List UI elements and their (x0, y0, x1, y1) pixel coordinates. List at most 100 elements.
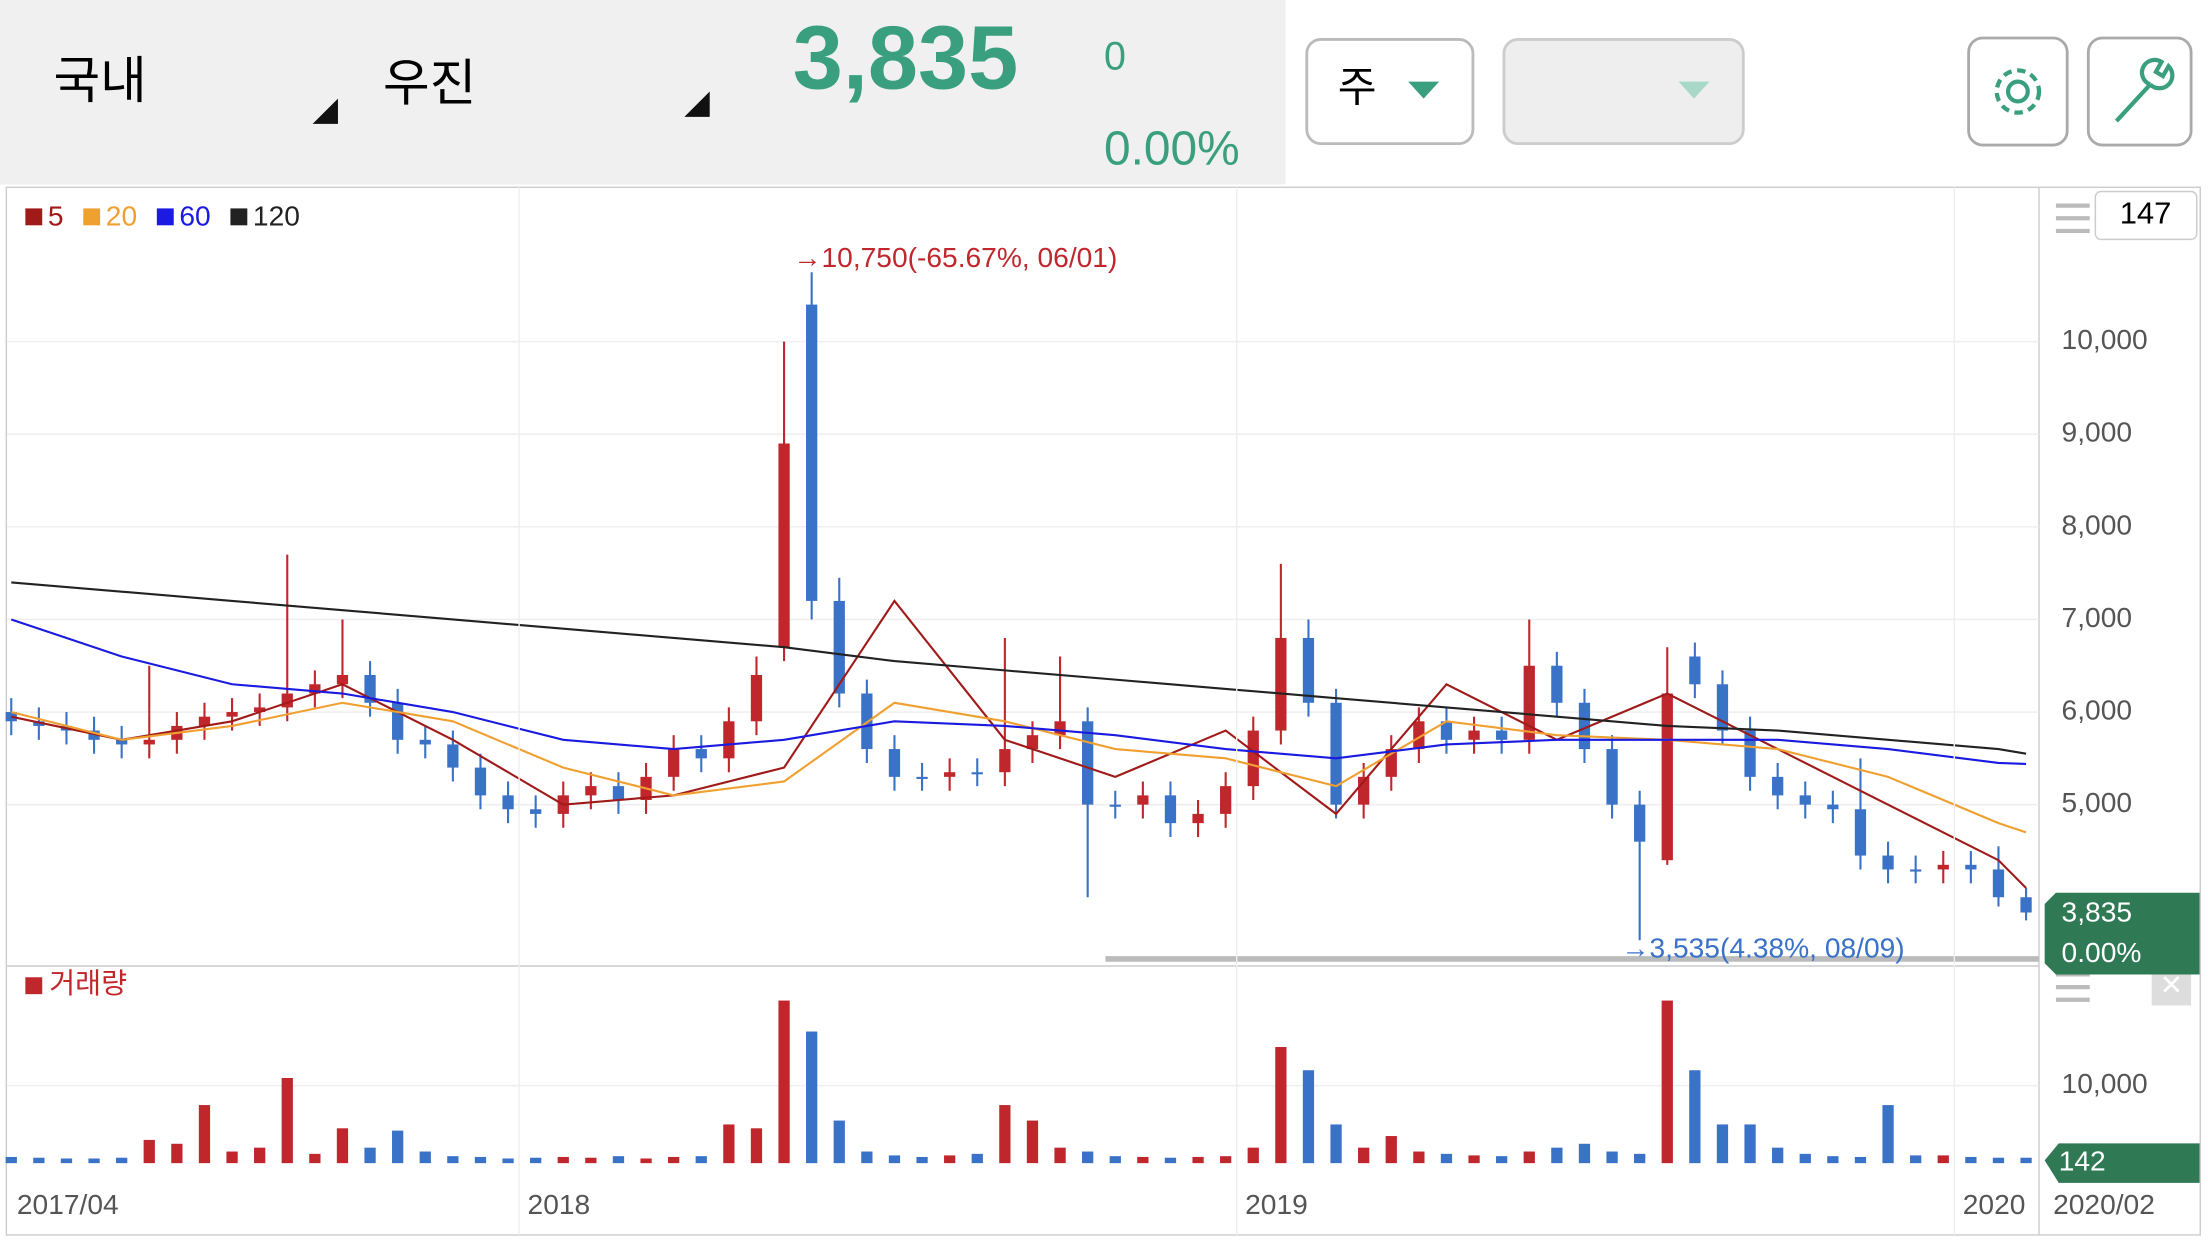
volume-bar (806, 1031, 818, 1164)
volume-bar (502, 1158, 514, 1164)
volume-bar (1716, 1124, 1729, 1164)
legend-swatch (230, 208, 248, 226)
volume-bar (309, 1153, 321, 1164)
candle-body (1247, 730, 1259, 787)
candle-body (1937, 864, 1949, 870)
volume-bar (861, 1151, 873, 1164)
volume-bar (1192, 1156, 1204, 1164)
close-button[interactable] (2151, 968, 2192, 1006)
y-tick-label: 9,000 (2062, 417, 2132, 448)
candle-body (502, 795, 514, 810)
volume-bar (1772, 1147, 1784, 1164)
menu-icon[interactable] (2055, 203, 2090, 234)
volume-bar (1302, 1070, 1315, 1164)
candle-body (33, 721, 45, 726)
candle-body (1910, 869, 1922, 872)
candle-body (474, 767, 487, 796)
legend-label: 20 (106, 201, 137, 232)
volume-bar (2020, 1157, 2032, 1164)
candle-body (668, 749, 680, 777)
candle-body (1137, 795, 1149, 805)
volume-bar (585, 1157, 597, 1164)
volume-bar (557, 1156, 569, 1164)
gear-icon (1994, 68, 2042, 115)
volume-bar (888, 1155, 901, 1164)
candle-body (336, 674, 349, 685)
candle-body (1082, 721, 1094, 805)
volume-bar (695, 1156, 707, 1164)
volume-bar (1468, 1155, 1480, 1164)
volume-bar (944, 1155, 956, 1164)
stock-name[interactable]: 우진 (383, 55, 476, 112)
volume-bar (640, 1158, 652, 1164)
settings-button[interactable] (1967, 36, 2069, 147)
option-select[interactable] (1502, 38, 1745, 146)
candle-body (1523, 665, 1535, 740)
candle-body (944, 772, 956, 777)
candle-body (888, 749, 901, 777)
volume-bar (778, 1000, 790, 1164)
period-select[interactable] (1305, 38, 1475, 146)
candle-body (585, 786, 597, 796)
candle-body (116, 739, 128, 745)
candle-body (1109, 804, 1121, 807)
change: 0 (1104, 35, 1126, 79)
volume-bar (1606, 1151, 1618, 1164)
volume-bar (971, 1153, 983, 1164)
volume-bar (1827, 1156, 1839, 1164)
candle-body (143, 739, 155, 745)
candle-body (2020, 897, 2032, 913)
candle-body (1054, 721, 1066, 736)
candle-body (999, 749, 1011, 773)
last-price: 3,835 (2062, 896, 2132, 927)
volume-bar (1413, 1151, 1425, 1164)
candle-body (1468, 730, 1480, 740)
y-tick-label: 5,000 (2062, 787, 2132, 818)
volume-bar (1910, 1155, 1922, 1164)
candle-body (1330, 702, 1342, 805)
candle-body (1716, 684, 1729, 731)
candle-body (916, 776, 928, 779)
volume-bar (723, 1124, 735, 1164)
volume-bar (1661, 1000, 1673, 1164)
tools-button[interactable] (2086, 36, 2193, 147)
candle-body (1164, 795, 1177, 824)
market-dropdown[interactable] (312, 98, 338, 124)
legend-swatch (156, 208, 174, 226)
candle-body (1772, 776, 1784, 796)
candle-body (1882, 855, 1894, 870)
price: 3,835 (793, 8, 1019, 109)
period[interactable]: 주 (1338, 63, 1377, 110)
menu-icon[interactable] (2055, 972, 2090, 1002)
volume-bar (88, 1158, 100, 1164)
annotation: →10,750(-65.67%, 06/01) (793, 242, 1117, 273)
volume-bar (281, 1077, 293, 1164)
x-tick-label: 2020 (1963, 1189, 2026, 1220)
volume-bar (116, 1157, 128, 1164)
volume-bar (392, 1130, 404, 1164)
x-tick-label: 2018 (528, 1189, 591, 1220)
candle-body (1026, 735, 1039, 750)
volume-bar (1109, 1156, 1121, 1164)
volume-bar (530, 1157, 542, 1164)
candle-body (1358, 776, 1370, 805)
volume-bar (254, 1147, 266, 1164)
candle-body (723, 721, 735, 759)
volume-bar (171, 1143, 183, 1164)
volume-bar (1744, 1124, 1756, 1164)
volume-bar (1634, 1153, 1646, 1164)
volume-bar (1247, 1147, 1259, 1164)
period-arrow (1408, 81, 1440, 99)
candle-body (971, 772, 983, 775)
candle-body (750, 674, 763, 722)
candle-body (1744, 730, 1756, 777)
volume-bar (1026, 1120, 1039, 1164)
candle-body (1385, 749, 1397, 777)
volume-bar (474, 1156, 487, 1164)
volume-bar (1551, 1147, 1563, 1164)
market[interactable]: 국내 (54, 52, 147, 109)
volume-bar (1275, 1047, 1287, 1164)
volume-bar (1496, 1156, 1508, 1164)
volume-bar (226, 1151, 238, 1164)
